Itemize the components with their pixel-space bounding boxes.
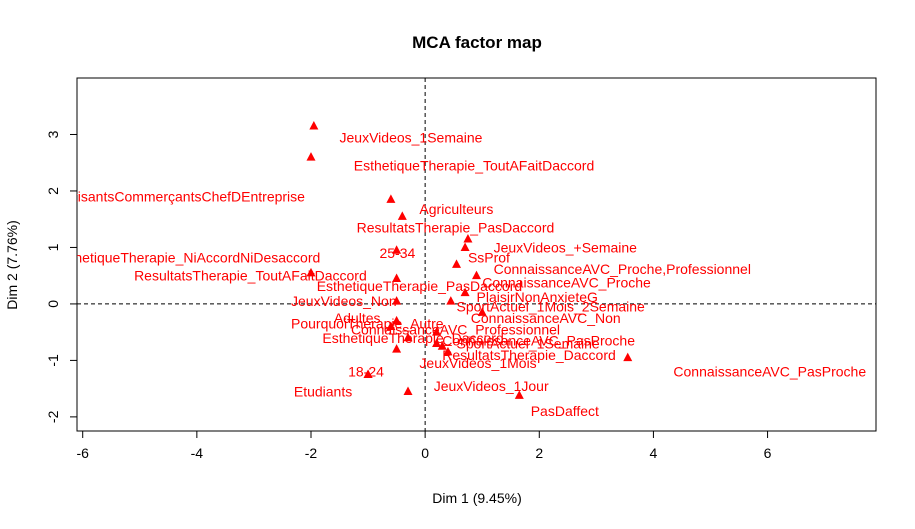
point-label: ConnaissanceAVC_Non	[471, 310, 621, 326]
point-label: ConnaissanceAVC_PasProche	[442, 333, 635, 349]
point-label: EsthetiqueTherapie_Daccord	[322, 330, 503, 346]
data-point	[460, 287, 470, 297]
y-tick-label: 0	[45, 300, 61, 308]
data-point	[363, 369, 373, 379]
point-label: ConnaissanceAVC_Proche,Professionnel	[494, 261, 751, 277]
y-axis-label: Dim 2 (7.76%)	[4, 220, 20, 309]
data-point	[306, 152, 316, 161]
point-label: EsthetiqueTherapie_ToutAFaitDaccord	[354, 158, 594, 174]
data-point	[397, 211, 407, 220]
point-label: PasDaffect	[531, 403, 599, 419]
plot-area: -6 -4 -2 0 2 4 6 -2 -1 0 1 2 3 JeuxVideos_1Semaine Est…	[45, 77, 877, 461]
point-label: ResultatsTherapie_PasDaccord	[357, 220, 555, 236]
data-point	[392, 315, 402, 325]
y-tick-label: -2	[45, 410, 61, 423]
point-label: JeuxVideos_Non	[291, 293, 397, 309]
data-point	[392, 344, 402, 353]
point-label: 18-24	[348, 364, 384, 380]
point-label: JeuxVideos_1Mois	[419, 355, 536, 371]
point-label: PlaisirNonAnxieteG	[477, 289, 598, 305]
data-point	[309, 121, 319, 130]
x-tick-label: -2	[305, 445, 318, 461]
data-point	[432, 338, 442, 347]
data-point	[386, 194, 396, 203]
y-tick-label: 1	[45, 243, 61, 251]
point-label: ArtisantsCommerçantsChefDEntreprise	[60, 189, 305, 205]
point-label: ConnaissanceAVC_Proche	[482, 274, 651, 290]
data-point	[403, 332, 413, 342]
data-point	[477, 307, 487, 316]
data-point	[460, 242, 470, 251]
x-tick-label: -6	[76, 445, 89, 461]
data-point	[452, 259, 462, 268]
point-label: ConnaissanceAVC_PasProche	[673, 364, 866, 380]
data-point	[306, 267, 316, 277]
y-tick-label: 3	[45, 130, 61, 138]
data-point	[392, 296, 402, 305]
point-label: ResultatsTherapie_Daccord	[442, 347, 616, 363]
x-tick-label: 2	[535, 445, 543, 461]
points-layer: JeuxVideos_1Semaine EsthetiqueTherapie_To…	[54, 121, 866, 419]
x-tick-label: 6	[764, 445, 772, 461]
point-label: Etudiants	[294, 383, 352, 399]
point-label: SsProf	[468, 250, 510, 266]
point-label: EsthetiqueTherapie_NiAccordNiDesaccord	[54, 250, 320, 266]
point-label: SportActuel_1Semaine	[457, 335, 600, 351]
point-label: ConnaissanceAVC_Professionnel	[351, 321, 560, 337]
point-label: Agriculteurs	[419, 201, 493, 217]
y-tick-label: -1	[45, 354, 61, 367]
point-label: Adultes	[334, 310, 381, 326]
data-point	[514, 390, 524, 399]
data-point	[403, 386, 413, 395]
chart-title: MCA factor map	[412, 33, 542, 52]
data-point	[623, 352, 633, 362]
x-tick-label: 4	[650, 445, 658, 461]
data-point	[472, 270, 481, 280]
point-label: ResultatsTherapie_ToutAFaitDaccord	[134, 268, 367, 284]
point-label: JeuxVideos_1Jour	[434, 378, 549, 394]
data-point	[386, 321, 396, 331]
data-point	[392, 273, 402, 283]
x-axis-label: Dim 1 (9.45%)	[432, 490, 521, 506]
point-label: SportActuel_1Mois_2Semaine	[457, 299, 646, 315]
point-label: 25-34	[379, 245, 415, 261]
data-point	[437, 341, 447, 350]
data-point	[392, 245, 402, 254]
point-label: PourquoiTherapie_Autre	[291, 316, 444, 332]
data-point	[446, 296, 456, 305]
point-label: EsthetiqueTherapie_PasDaccord	[317, 278, 522, 294]
x-tick-label: 0	[421, 445, 429, 461]
data-point	[432, 327, 442, 336]
point-label: JeuxVideos_+Semaine	[494, 239, 638, 255]
data-point	[443, 346, 453, 356]
plot-frame	[76, 77, 877, 432]
y-tick-label: 2	[45, 187, 61, 195]
x-tick-label: -4	[191, 445, 204, 461]
data-point	[463, 233, 473, 243]
point-label: JeuxVideos_1Semaine	[340, 129, 483, 145]
